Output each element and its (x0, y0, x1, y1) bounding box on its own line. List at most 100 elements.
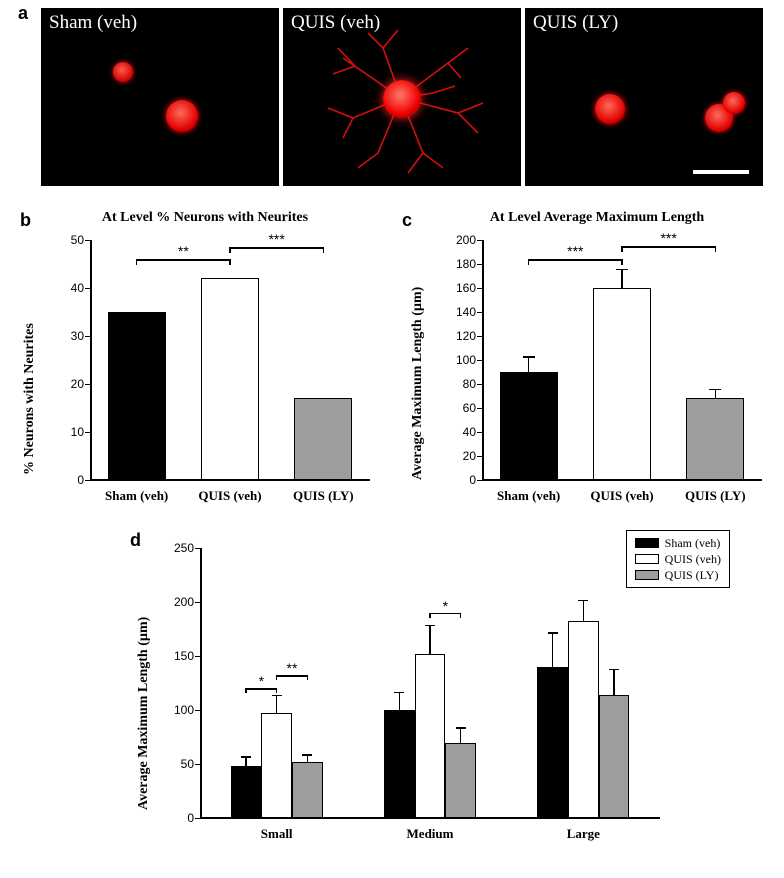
panel-label-b: b (20, 210, 31, 231)
bar (292, 762, 323, 818)
error-bar (399, 692, 401, 710)
significance-bracket (622, 246, 715, 248)
bar (231, 766, 262, 818)
ytick-label: 200 (174, 595, 200, 609)
significance-label: * (259, 673, 264, 689)
error-cap (548, 632, 558, 634)
panel-b: b At Level % Neurons with Neurites % Neu… (20, 210, 390, 520)
legend-label: QUIS (veh) (665, 551, 721, 567)
significance-label: *** (660, 230, 676, 246)
ytick-label: 120 (456, 329, 482, 343)
significance-drop (229, 247, 231, 253)
error-cap (616, 269, 628, 271)
chart-c-ylabel: Average Maximum Length (µm) (410, 250, 426, 480)
significance-drop (621, 246, 623, 252)
ytick-label: 20 (463, 449, 482, 463)
chart-b-plot: 01020304050Sham (veh)QUIS (veh)QUIS (LY)… (90, 240, 370, 480)
bar (537, 667, 568, 818)
legend-row: Sham (veh) (635, 535, 721, 551)
bar (568, 621, 599, 818)
bar (500, 372, 558, 480)
legend-swatch (635, 538, 659, 548)
chart-d-plot: 050100150200250SmallMediumLarge**** (200, 548, 660, 818)
chart-d-ylabel: Average Maximum Length (µm) (136, 570, 152, 810)
legend-row: QUIS (LY) (635, 567, 721, 583)
ytick-label: 40 (71, 281, 90, 295)
ytick-label: 200 (456, 233, 482, 247)
significance-drop (323, 247, 325, 253)
scale-bar (693, 170, 749, 174)
ytick-label: 100 (456, 353, 482, 367)
legend-label: Sham (veh) (665, 535, 721, 551)
legend-swatch (635, 554, 659, 564)
bar (384, 710, 415, 818)
micrograph-caption: QUIS (LY) (533, 12, 618, 34)
ytick-label: 0 (77, 473, 90, 487)
ytick-label: 150 (174, 649, 200, 663)
significance-drop (621, 259, 623, 265)
legend-label: QUIS (LY) (665, 567, 719, 583)
error-cap (609, 669, 619, 671)
micrograph-caption: Sham (veh) (49, 12, 137, 34)
significance-bracket (529, 259, 622, 261)
bar (261, 713, 292, 818)
bar (686, 398, 744, 480)
error-bar (583, 600, 585, 622)
error-cap (578, 600, 588, 602)
cell-body (383, 80, 421, 118)
significance-drop (307, 675, 309, 680)
significance-label: *** (268, 231, 284, 247)
xtick-label: QUIS (LY) (685, 488, 746, 504)
xtick-label: Sham (veh) (105, 488, 168, 504)
panel-a: a Sham (veh) QUIS (veh) (23, 8, 763, 188)
error-bar (552, 632, 554, 667)
panel-label-a: a (18, 3, 28, 24)
significance-label: * (443, 598, 448, 614)
chart-b-title: At Level % Neurons with Neurites (40, 210, 370, 226)
bar (593, 288, 651, 480)
significance-drop (229, 259, 231, 265)
xtick-label: Small (261, 826, 293, 842)
ytick-label: 60 (463, 401, 482, 415)
significance-drop (276, 688, 278, 693)
cell-body (166, 100, 198, 132)
ytick-label: 180 (456, 257, 482, 271)
ytick-label: 20 (71, 377, 90, 391)
chart-d-legend: Sham (veh) QUIS (veh) QUIS (LY) (626, 530, 730, 588)
error-bar (276, 695, 278, 713)
significance-drop (528, 259, 530, 265)
significance-drop (715, 246, 717, 252)
bar (294, 398, 352, 480)
micrograph-quis-veh: QUIS (veh) (283, 8, 521, 186)
bar (445, 743, 476, 818)
ytick-label: 0 (469, 473, 482, 487)
significance-bracket (230, 247, 323, 249)
micrograph-sham-veh: Sham (veh) (41, 8, 279, 186)
ytick-label: 140 (456, 305, 482, 319)
chart-b-ylabel: % Neurons with Neurites (22, 265, 38, 475)
error-cap (523, 356, 535, 358)
error-cap (302, 754, 312, 756)
ytick-label: 160 (456, 281, 482, 295)
ytick-label: 40 (463, 425, 482, 439)
ytick-label: 0 (187, 811, 200, 825)
error-cap (272, 695, 282, 697)
ytick-label: 50 (181, 757, 200, 771)
xtick-label: Sham (veh) (497, 488, 560, 504)
ytick-label: 100 (174, 703, 200, 717)
chart-c-plot: 020406080100120140160180200Sham (veh)QUI… (482, 240, 762, 480)
bar (108, 312, 166, 480)
ytick-label: 80 (463, 377, 482, 391)
error-cap (241, 756, 251, 758)
ytick-label: 10 (71, 425, 90, 439)
significance-drop (245, 688, 247, 693)
error-cap (456, 727, 466, 729)
error-bar (528, 356, 530, 372)
bar (201, 278, 259, 480)
cell-body (595, 94, 625, 124)
ytick-label: 50 (71, 233, 90, 247)
cell-body (723, 92, 745, 114)
significance-label: *** (567, 243, 583, 259)
significance-drop (276, 675, 278, 680)
error-bar (429, 625, 431, 654)
